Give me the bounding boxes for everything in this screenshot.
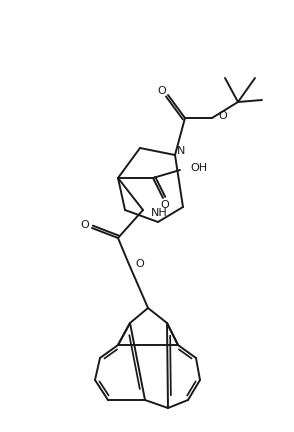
Text: O: O xyxy=(81,220,89,230)
Text: O: O xyxy=(218,111,227,121)
Text: O: O xyxy=(135,259,144,269)
Text: NH: NH xyxy=(151,208,168,218)
Text: O: O xyxy=(158,86,166,96)
Text: N: N xyxy=(177,146,186,156)
Text: OH: OH xyxy=(190,163,207,173)
Text: O: O xyxy=(161,200,169,210)
